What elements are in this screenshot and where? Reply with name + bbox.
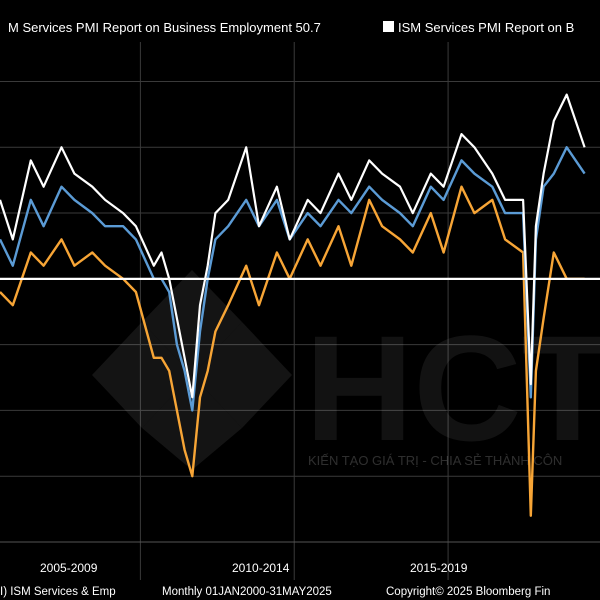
footer-range: Monthly 01JAN2000-31MAY2025 — [162, 586, 332, 598]
series-group — [0, 93, 586, 517]
footer-copyright: Copyright© 2025 Bloomberg Fin — [386, 586, 550, 598]
watermark-logo-diamonds-icon — [92, 270, 292, 470]
legend-item-2: ISM Services PMI Report on B — [398, 20, 574, 35]
series-line-1 — [0, 146, 586, 412]
footer-source: I) ISM Services & Emp — [0, 586, 116, 598]
watermark: HCT KIẾN TẠO GIÁ TRỊ - CHIA SẺ THÀNH CÔN — [92, 270, 600, 472]
legend-bar — [0, 0, 600, 40]
x-tick-label-2005-2009: 2005-2009 — [40, 561, 98, 575]
grid — [0, 42, 600, 580]
watermark-tagline: KIẾN TẠO GIÁ TRỊ - CHIA SẺ THÀNH CÔN — [308, 453, 562, 468]
legend-swatch-white — [383, 21, 394, 32]
x-tick-label-2015-2019: 2015-2019 — [410, 561, 468, 575]
series-line-2 — [0, 93, 586, 399]
x-axis: 2005-2009 2010-2014 2015-2019 — [40, 561, 468, 575]
footer-bar — [0, 580, 600, 600]
series-line-0 — [0, 185, 585, 517]
watermark-logo-text: HCT — [305, 304, 600, 472]
x-tick-label-2010-2014: 2010-2014 — [232, 561, 290, 575]
legend-item-1: M Services PMI Report on Business Employ… — [8, 20, 321, 35]
